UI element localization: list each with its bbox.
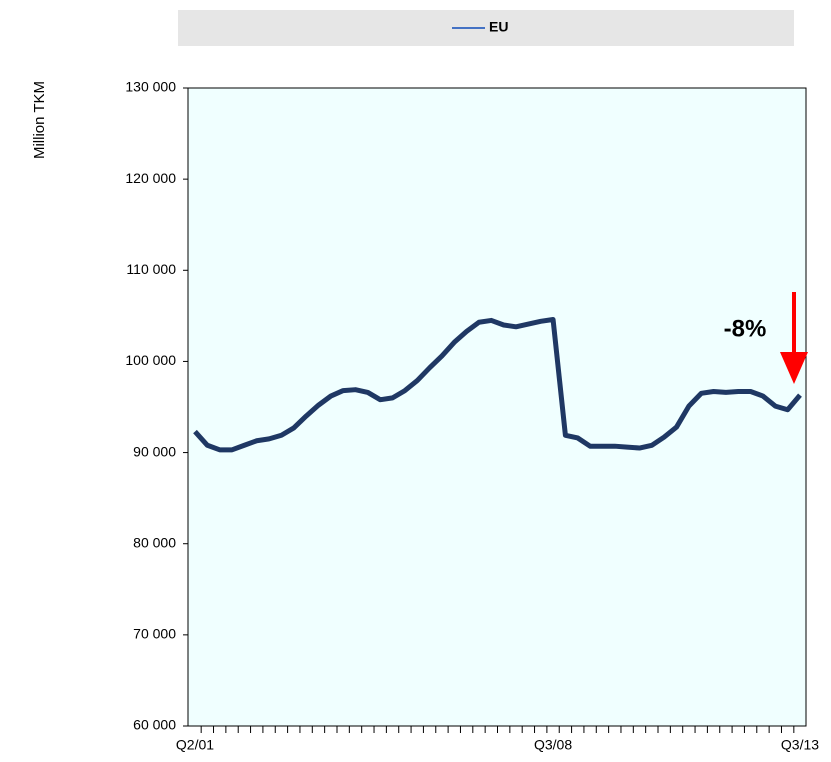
legend-box: [178, 10, 794, 46]
y-axis-label: Million TKM: [31, 81, 48, 159]
y-tick-label: 130 000: [125, 79, 176, 95]
y-tick-label: 60 000: [133, 717, 176, 733]
y-tick-label: 80 000: [133, 534, 176, 550]
x-tick-label: Q3/13: [781, 737, 819, 753]
y-tick-label: 90 000: [133, 443, 176, 459]
x-tick-label: Q3/08: [534, 737, 572, 753]
plot-area: [187, 87, 807, 727]
y-tick-label: 120 000: [125, 170, 176, 186]
y-tick-label: 100 000: [125, 352, 176, 368]
y-tick-label: 70 000: [133, 626, 176, 642]
annotation: -8%: [724, 315, 767, 342]
legend-label: EU: [489, 19, 508, 35]
x-tick-label: Q2/01: [176, 737, 214, 753]
annotation-arrowhead: [780, 352, 808, 384]
y-tick-label: 110 000: [126, 261, 176, 277]
data-line: [193, 317, 802, 453]
